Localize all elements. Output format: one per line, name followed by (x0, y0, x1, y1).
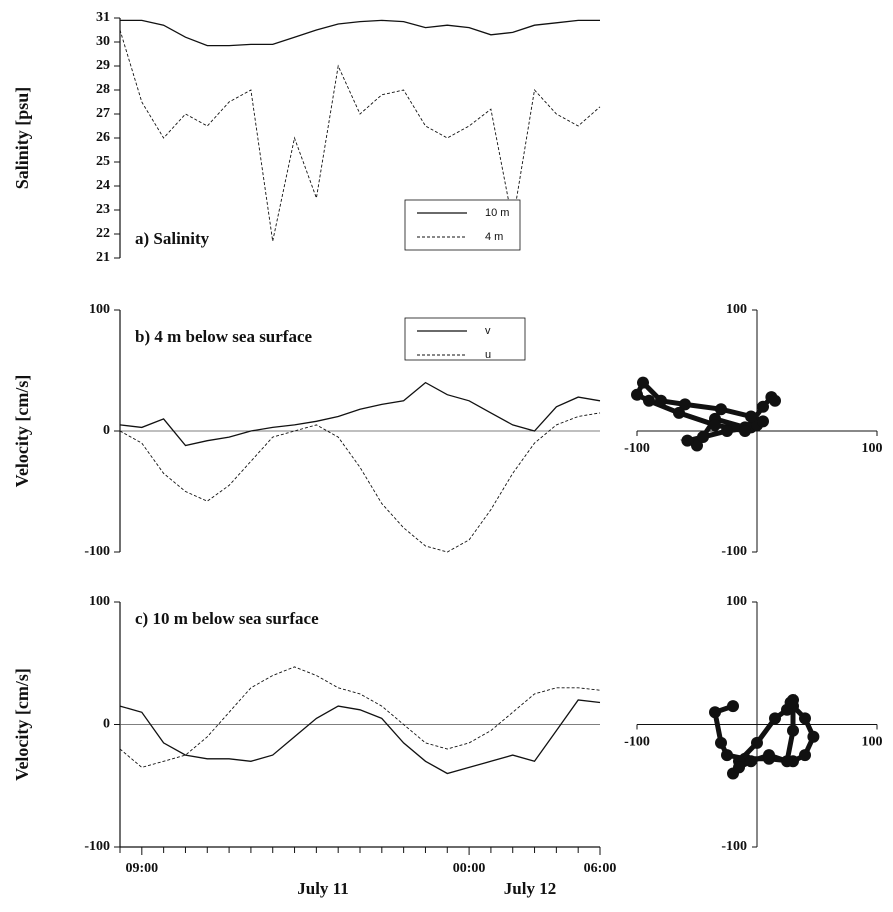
y-tick-label: 22 (96, 226, 110, 241)
x-tick-label: 00:00 (453, 861, 486, 876)
panel-title: c) 10 m below sea surface (135, 609, 319, 628)
hodo-x-tick-label: 100 (862, 735, 883, 750)
y-tick-label: 23 (96, 202, 110, 217)
y-tick-label: 0 (103, 423, 110, 438)
hodo-point (679, 398, 691, 411)
hodo-point (709, 706, 721, 719)
hodo-point (745, 755, 757, 768)
hodo-point (751, 736, 763, 749)
hodo-point (691, 439, 703, 452)
y-tick-label: 31 (96, 10, 110, 25)
y-tick-label: 100 (89, 594, 110, 609)
legend-box (404, 199, 521, 251)
hodo-point (807, 730, 820, 743)
hodo-point (637, 376, 649, 389)
hodo-y-tick-label: -100 (721, 839, 747, 854)
hodo-point (733, 761, 745, 774)
y-axis-label: Salinity [psu] (12, 87, 32, 190)
y-tick-label: 24 (96, 178, 110, 193)
x-tick-label: 09:00 (125, 861, 158, 876)
hodo-point (673, 406, 685, 419)
hodo-point (681, 434, 694, 447)
legend-label: 10 m (485, 207, 509, 219)
series-line (120, 19, 600, 47)
y-axis-label: Velocity [cm/s] (12, 668, 32, 781)
legend-box (404, 317, 526, 361)
y-tick-label: 29 (96, 58, 110, 73)
panel-title: b) 4 m below sea surface (135, 327, 313, 346)
hodo-point (763, 749, 775, 762)
series-line (119, 29, 601, 242)
hodo-point (769, 712, 781, 725)
y-axis-label: Velocity [cm/s] (12, 375, 32, 488)
hodo-point (643, 394, 655, 407)
hodo-point (715, 403, 727, 416)
hodo-point (697, 431, 709, 444)
hodo-point (655, 394, 667, 407)
hodo-point (781, 755, 793, 768)
hodo-point (715, 736, 727, 749)
hodo-x-tick-label: -100 (624, 441, 650, 456)
date-label: July 12 (504, 879, 556, 898)
y-tick-label: 26 (96, 130, 110, 145)
panel-title: a) Salinity (135, 229, 210, 248)
x-tick-label: 06:00 (584, 861, 617, 876)
legend-label: v (485, 325, 491, 337)
series-line (119, 412, 601, 553)
hodo-point (799, 712, 811, 725)
hodo-point (727, 700, 739, 713)
y-tick-label: -100 (84, 544, 110, 559)
y-tick-label: -100 (84, 839, 110, 854)
hodo-point (799, 749, 811, 762)
hodo-point (787, 724, 799, 737)
hodo-point (739, 425, 751, 437)
hodo-point (721, 749, 733, 762)
series-line (119, 381, 601, 447)
legend-label: 4 m (485, 231, 503, 243)
hodo-y-tick-label: 100 (726, 594, 747, 609)
hodo-point (784, 696, 797, 709)
hodo-x-tick-label: -100 (624, 735, 650, 750)
hodo-point (631, 388, 643, 401)
y-tick-label: 25 (96, 154, 110, 169)
hodo-point (709, 418, 721, 431)
y-tick-label: 100 (89, 302, 110, 317)
hodo-point (757, 400, 769, 413)
y-tick-label: 21 (96, 250, 110, 265)
hodo-y-tick-label: -100 (721, 544, 747, 559)
series-line (119, 666, 601, 768)
y-tick-label: 27 (96, 106, 110, 121)
hodo-point (757, 415, 769, 428)
date-label: July 11 (297, 879, 349, 898)
hodo-x-tick-label: 100 (862, 441, 883, 456)
hodo-y-tick-label: 100 (726, 302, 747, 317)
legend-label: u (485, 349, 491, 361)
hodo-point (769, 394, 781, 407)
series-line (119, 699, 601, 775)
y-tick-label: 0 (103, 717, 110, 732)
y-tick-label: 30 (96, 34, 110, 49)
y-tick-label: 28 (96, 82, 110, 97)
hodo-point (721, 425, 733, 437)
hodo-point (745, 410, 757, 423)
